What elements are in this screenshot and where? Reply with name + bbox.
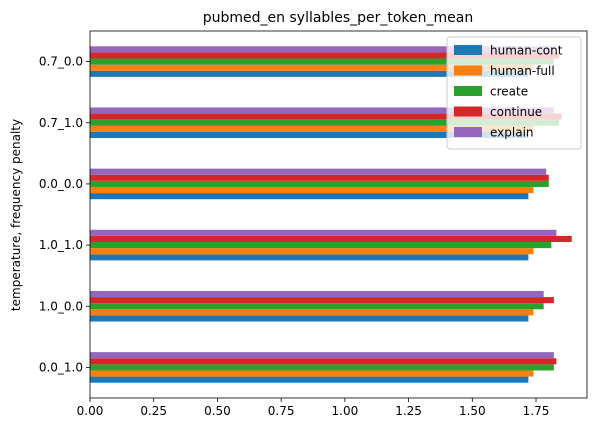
legend-label-explain: explain (490, 126, 534, 140)
bar-create-1.0_1.0 (90, 242, 552, 249)
legend-label-continue: continue (490, 105, 542, 119)
x-tick-label: 1.25 (395, 404, 422, 418)
bar-human-full-0.7_0.0 (90, 64, 534, 71)
bar-create-0.0_0.0 (90, 180, 549, 187)
bar-continue-0.7_1.0 (90, 113, 562, 120)
bar-continue-0.0_1.0 (90, 358, 557, 365)
y-tick-label: 0.7_1.0 (39, 116, 83, 130)
bar-human-cont-1.0_1.0 (90, 254, 529, 261)
bar-create-0.7_0.0 (90, 58, 554, 65)
bar-human-cont-0.7_0.0 (90, 70, 529, 77)
plot-area: 0.00 0.25 0.50 0.75 1.00 1.25 1.50 1.75 0.0_1.0 1… (39, 30, 588, 418)
y-tick-label: 1.0_0.0 (39, 299, 83, 313)
legend-swatch-create (454, 86, 482, 96)
bar-human-full-1.0_1.0 (90, 248, 534, 255)
legend-swatch-human-full (454, 65, 482, 76)
bar-explain-0.0_0.0 (90, 168, 547, 175)
y-tick-label: 0.7_0.0 (39, 55, 83, 69)
legend-box (446, 36, 582, 150)
bar-create-0.0_1.0 (90, 364, 554, 371)
x-tick-label: 0.50 (204, 404, 231, 418)
bar-human-full-0.0_1.0 (90, 370, 534, 377)
bar-continue-1.0_0.0 (90, 297, 554, 304)
x-tick-label: 1.00 (332, 404, 359, 418)
legend-label-create: create (490, 85, 528, 99)
bar-create-1.0_0.0 (90, 303, 544, 310)
legend-swatch-human-cont (454, 45, 482, 55)
bar-human-full-0.7_1.0 (90, 125, 534, 132)
bar-human-full-0.0_0.0 (90, 186, 534, 194)
bar-explain-0.7_0.0 (90, 46, 554, 53)
chart-title: pubmed_en syllables_per_token_mean (203, 10, 473, 26)
bar-continue-1.0_1.0 (90, 235, 572, 243)
bar-continue-0.7_0.0 (90, 52, 559, 59)
y-tick-label: 0.0_1.0 (39, 360, 83, 374)
bar-create-0.7_1.0 (90, 119, 559, 126)
y-tick-label: 0.0_0.0 (39, 177, 83, 191)
y-axis-label: temperature, frequency penalty (9, 119, 23, 311)
x-tick-label: 0.25 (140, 404, 167, 418)
bar-continue-0.0_0.0 (90, 174, 549, 181)
x-tick-label: 0.75 (268, 404, 295, 418)
x-tick-label: 0.00 (77, 404, 104, 418)
bar-human-cont-0.7_1.0 (90, 131, 529, 139)
legend: human-cont human-full create continue explai… (446, 36, 582, 150)
bar-human-cont-0.0_0.0 (90, 193, 529, 200)
legend-label-human-cont: human-cont (490, 44, 563, 58)
legend-label-human-full: human-full (490, 64, 555, 78)
bar-human-cont-1.0_0.0 (90, 315, 529, 322)
bar-explain-0.0_1.0 (90, 352, 554, 359)
legend-swatch-continue (454, 106, 482, 117)
bar-human-cont-0.0_1.0 (90, 376, 529, 383)
x-tick-label: 1.50 (459, 404, 486, 418)
bar-explain-0.7_1.0 (90, 107, 554, 114)
bar-explain-1.0_0.0 (90, 290, 544, 298)
y-tick-label: 1.0_1.0 (39, 238, 83, 252)
axes-frame (89, 30, 588, 399)
bar-explain-1.0_1.0 (90, 229, 557, 236)
bar-human-full-1.0_0.0 (90, 309, 534, 316)
legend-swatch-explain (454, 127, 482, 137)
x-tick-label: 1.75 (523, 404, 550, 418)
